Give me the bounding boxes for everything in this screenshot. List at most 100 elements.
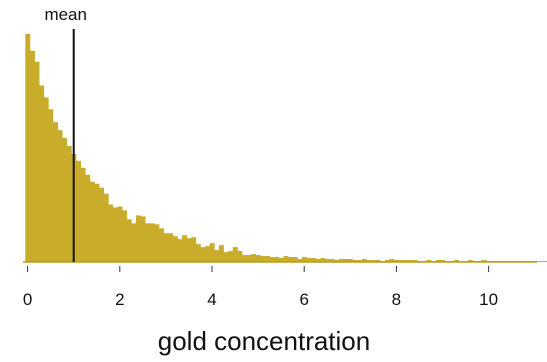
- histogram-bar: [112, 207, 118, 262]
- histogram-bar: [200, 247, 206, 262]
- histogram-bar: [168, 233, 174, 262]
- histogram-bar: [265, 256, 270, 262]
- histogram-bar: [320, 258, 326, 262]
- histogram-bar: [467, 260, 473, 262]
- histogram-bar: [80, 167, 86, 262]
- histogram-bar: [246, 255, 252, 262]
- histogram-bar: [135, 215, 141, 262]
- histogram-bar: [145, 223, 151, 262]
- histogram-bar: [39, 85, 45, 262]
- histogram-bar: [440, 260, 446, 262]
- histogram-bar: [158, 228, 164, 262]
- histogram-bar: [25, 33, 31, 263]
- histogram-bar: [334, 260, 340, 262]
- histogram-bar: [214, 250, 220, 262]
- histogram-bar: [348, 259, 353, 262]
- histogram-bar: [389, 259, 395, 262]
- histogram-bar: [85, 174, 91, 262]
- histogram-bar: [384, 260, 390, 262]
- x-axis-tick-label: 2: [115, 290, 124, 309]
- histogram-bar: [338, 259, 344, 262]
- histogram-bar: [403, 260, 409, 262]
- histogram-bar: [76, 160, 81, 262]
- histogram-bar: [260, 256, 266, 262]
- histogram-bar: [311, 258, 317, 262]
- histogram-bar: [52, 122, 58, 262]
- histogram-bar: [99, 187, 105, 262]
- histogram-bar: [62, 138, 68, 262]
- histogram-bar: [29, 50, 35, 263]
- histogram-bar: [140, 216, 146, 262]
- histogram-bar: [435, 260, 441, 262]
- histogram-bar: [154, 224, 160, 262]
- histogram-bar: [297, 259, 303, 262]
- histogram-bar: [301, 257, 307, 262]
- histogram-bar: [94, 183, 100, 262]
- histogram-bar: [66, 145, 72, 262]
- histogram-bar: [122, 210, 128, 262]
- histogram-bar: [454, 260, 459, 262]
- x-axis-tick-label: 10: [479, 290, 498, 309]
- histogram-bar: [131, 223, 137, 262]
- histogram-bar: [205, 246, 211, 262]
- histogram-bar: [57, 130, 63, 262]
- x-axis-tick-label: 0: [23, 290, 32, 309]
- histogram-bar: [352, 260, 358, 262]
- histogram-bar: [306, 258, 312, 262]
- histogram-bars: [25, 33, 547, 263]
- histogram-bar: [269, 257, 275, 262]
- histogram-bar: [182, 235, 187, 262]
- histogram-bar: [357, 260, 363, 262]
- histogram-bar: [283, 256, 289, 262]
- histogram-bar: [251, 254, 257, 262]
- histogram-bar: [103, 193, 109, 262]
- histogram-bar: [218, 245, 224, 262]
- histogram-bar: [223, 252, 229, 262]
- histogram-bar: [426, 260, 432, 262]
- histogram-bar: [537, 261, 542, 262]
- histogram-bar: [108, 204, 114, 262]
- histogram-bar: [172, 236, 178, 262]
- histogram-bar: [34, 61, 40, 263]
- x-axis-tick-label: 4: [207, 290, 216, 309]
- x-axis-ticks: [27, 266, 490, 272]
- histogram-bar: [288, 257, 294, 262]
- histogram-bar: [126, 219, 132, 262]
- histogram-bar: [371, 260, 376, 262]
- histogram-bar: [195, 244, 201, 262]
- histogram-bar: [366, 260, 372, 262]
- histogram-bar: [149, 223, 155, 262]
- histogram-bar: [481, 260, 487, 262]
- x-axis-tick-label: 6: [299, 290, 308, 309]
- histogram-bar: [329, 259, 335, 262]
- histogram-bar: [255, 255, 261, 262]
- histogram-bar: [89, 181, 95, 262]
- histogram-bar: [191, 237, 197, 262]
- histogram-bar: [278, 258, 284, 262]
- histogram-bar: [292, 257, 298, 262]
- histogram-bar: [117, 206, 123, 262]
- histogram-bar: [48, 109, 54, 262]
- histogram-bar: [163, 233, 169, 262]
- histogram-bar: [407, 260, 413, 262]
- histogram-bar: [343, 259, 349, 262]
- histogram-bar: [412, 260, 418, 262]
- histogram-bar: [394, 260, 400, 262]
- histogram-bar: [209, 243, 215, 262]
- histogram-bar: [541, 261, 547, 262]
- histogram-bar: [228, 251, 234, 262]
- histogram-bar: [375, 260, 381, 262]
- histogram-bar: [186, 238, 192, 262]
- histogram-bar: [315, 259, 321, 262]
- histogram-bar: [43, 97, 49, 262]
- x-axis-tick-labels: 0 2 4 6 8 10: [23, 290, 498, 309]
- histogram-bar: [361, 259, 367, 262]
- histogram-bar: [232, 247, 238, 262]
- x-axis-tick-label: 8: [392, 290, 401, 309]
- histogram-bar: [324, 259, 330, 262]
- mean-label: mean: [44, 5, 87, 24]
- histogram-bar: [241, 255, 247, 262]
- x-axis-title: gold concentration: [158, 326, 370, 356]
- histogram-bar: [237, 251, 243, 262]
